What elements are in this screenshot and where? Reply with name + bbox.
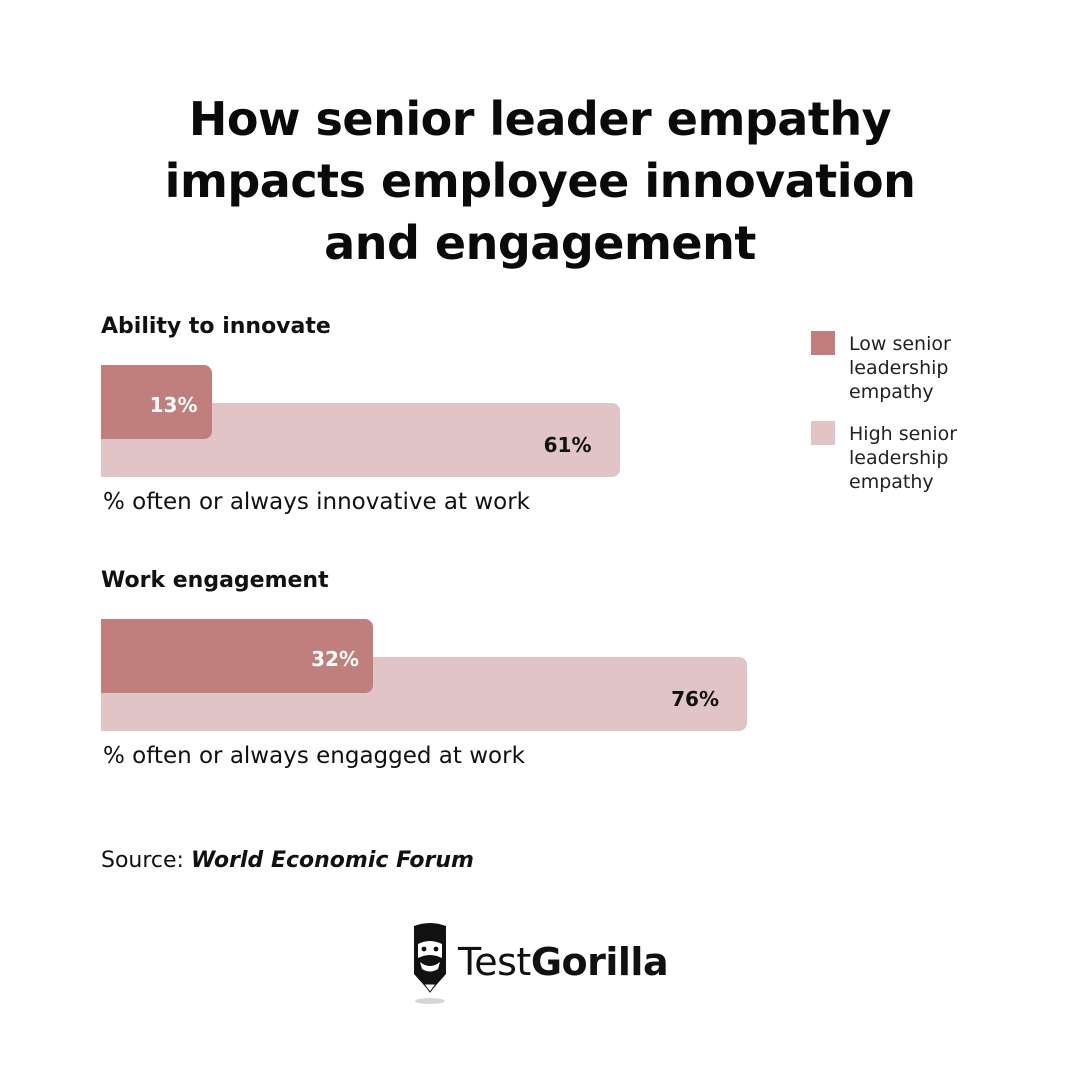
group-caption-engagement: % often or always engagged at work: [103, 743, 525, 769]
legend-swatch-high: [811, 421, 835, 445]
brand-part-2: Gorilla: [530, 940, 669, 984]
group-caption-innovate: % often or always innovative at work: [103, 489, 531, 515]
legend-swatch-low: [811, 331, 835, 355]
chart-title-line-1: How senior leader empathy: [188, 92, 892, 146]
bar-engagement-low: [101, 619, 373, 693]
chart-title-line-2: impacts employee innovation: [164, 154, 916, 208]
data-label-innovate-high: 61%: [543, 433, 592, 457]
source-name: World Economic Forum: [190, 848, 474, 873]
source-label: Source:: [101, 848, 184, 873]
data-label-engagement-high: 76%: [671, 687, 719, 711]
chart-title: How senior leader empathy impacts employ…: [0, 88, 1080, 274]
source-note: Source: World Economic Forum: [101, 848, 474, 873]
brand-wordmark: TestGorilla: [458, 940, 669, 984]
testgorilla-logo: TestGorilla: [408, 922, 678, 1006]
brand-part-1: Test: [458, 940, 531, 984]
data-label-engagement-low: 32%: [311, 647, 359, 671]
bar-innovate-low: [101, 365, 212, 439]
data-label-innovate-low: 13%: [149, 393, 198, 417]
gorilla-pencil-icon: [414, 923, 446, 1004]
legend-label-high: High senior leadership empathy: [849, 423, 958, 493]
group-heading-innovate: Ability to innovate: [101, 314, 331, 339]
legend-label-low: Low senior leadership empathy: [849, 333, 951, 403]
group-heading-engagement: Work engagement: [101, 568, 329, 593]
chart-title-line-3: and engagement: [324, 216, 756, 270]
